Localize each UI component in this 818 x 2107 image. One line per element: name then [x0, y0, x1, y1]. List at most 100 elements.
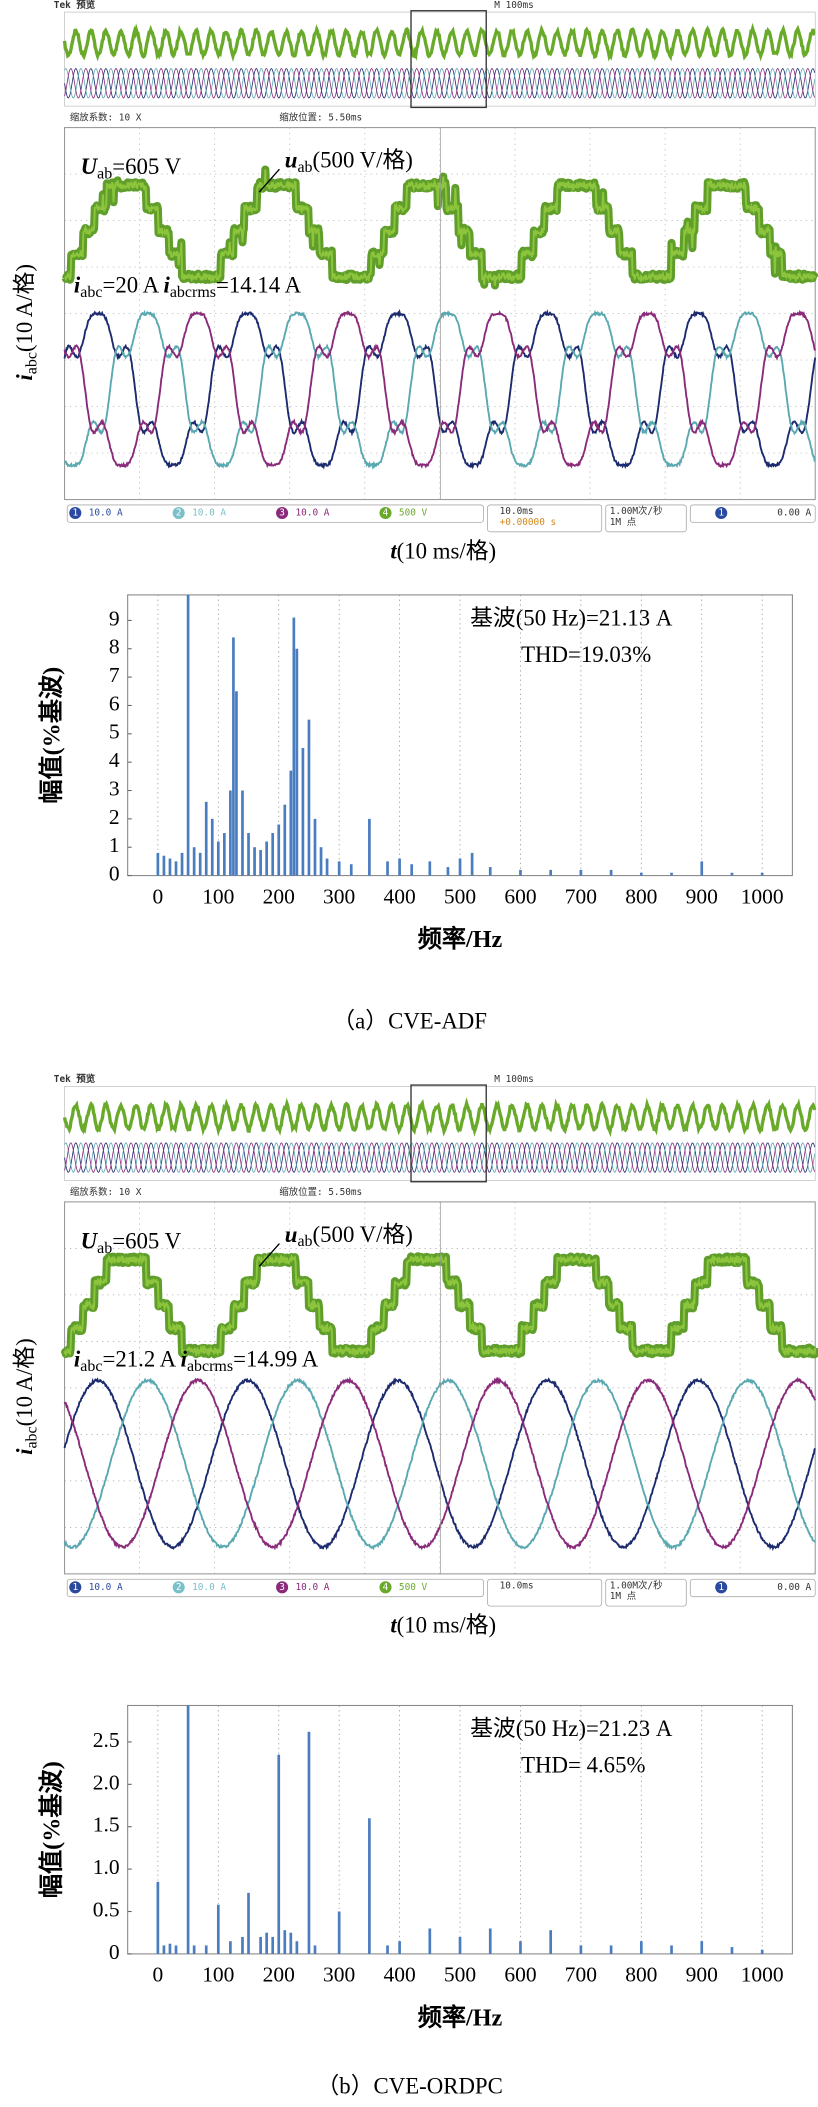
- bar: [241, 790, 244, 876]
- bar: [223, 833, 226, 876]
- x-tick-label: 500: [444, 884, 476, 908]
- channel-badge: [69, 506, 82, 520]
- bar: [283, 1930, 287, 1954]
- channel-number: 3: [279, 507, 285, 518]
- current-waveform: [63, 1376, 817, 1551]
- x-tick-label: 200: [263, 884, 295, 908]
- trigger-level: 0.00 A: [777, 507, 811, 518]
- trigger-channel: 1: [718, 507, 724, 518]
- x-axis-label: 频率/Hz: [418, 925, 503, 953]
- x-tick-label: 200: [263, 1963, 295, 1987]
- current-label: iabc=20 A iabcrms=14.14 A: [74, 273, 302, 301]
- annotation: 基波(50 Hz)=21.13 A: [470, 606, 673, 631]
- bar: [398, 1941, 401, 1954]
- bar: [174, 861, 178, 876]
- bar: [349, 864, 353, 876]
- x-axis-label: t(10 ms/格): [390, 1613, 496, 1638]
- subscript: ab: [297, 159, 312, 176]
- current-waveform: [63, 309, 817, 469]
- channel-number: 2: [176, 507, 182, 518]
- bar: [458, 858, 462, 876]
- bar: [313, 818, 317, 876]
- y-tick-label: 4: [109, 748, 120, 772]
- bar: [265, 841, 268, 876]
- x-tick-label: 600: [504, 1963, 536, 1987]
- bar: [277, 824, 281, 876]
- bar: [319, 847, 323, 876]
- plot-frame: [127, 1704, 793, 1955]
- x-tick-label: 0: [153, 884, 164, 908]
- zoom-window: [410, 1084, 487, 1183]
- bar: [386, 1945, 389, 1954]
- overview-current: [64, 1142, 816, 1173]
- current-waveform: [63, 309, 816, 470]
- channel-badge: [379, 506, 392, 520]
- bar: [730, 1947, 734, 1954]
- bar: [313, 1945, 317, 1954]
- bar: [162, 1945, 166, 1954]
- record-length: 1M 点: [610, 517, 636, 528]
- current-waveform: [63, 1377, 816, 1552]
- x-tick-label: 400: [383, 884, 415, 908]
- bar: [186, 1705, 190, 1954]
- x-tick-label: 100: [202, 1963, 234, 1987]
- y-tick-label: 0.5: [93, 1897, 120, 1921]
- subscript: ab: [97, 1240, 112, 1257]
- symbol: U: [81, 154, 99, 179]
- x-tick-label: 0: [153, 1963, 164, 1987]
- overview-current: [64, 1142, 816, 1173]
- y-tick-label: 1.5: [93, 1813, 120, 1837]
- subscript: abc: [23, 352, 40, 374]
- status-box: [487, 504, 603, 533]
- symbol: u: [285, 148, 298, 173]
- y-tick-label: 0: [109, 1940, 120, 1964]
- subscript: ab: [97, 165, 112, 182]
- bar: [247, 833, 250, 876]
- bar: [292, 617, 296, 876]
- symbol: u: [285, 1222, 298, 1247]
- bar: [259, 850, 262, 876]
- y-tick-label: 6: [109, 691, 120, 715]
- trigger-channel: 1: [718, 1582, 724, 1593]
- symbol: i: [74, 1347, 81, 1372]
- zoom-position: 缩放位置: 5.50ms: [279, 112, 362, 124]
- annotation: THD=19.03%: [521, 642, 651, 667]
- zoom-factor: 缩放系数: 10 X: [70, 1186, 142, 1198]
- text: =20 A: [102, 273, 163, 298]
- y-tick-label: 5: [109, 720, 120, 744]
- status-box: [689, 1578, 816, 1598]
- current-label: iabc=21.2 A iabcrms=14.99 A: [74, 1347, 319, 1375]
- bar: [368, 1818, 371, 1954]
- bar: [168, 1943, 172, 1954]
- x-tick-label: 1000: [741, 1963, 784, 1987]
- time-scale: 10.0ms: [500, 506, 534, 517]
- bar: [289, 770, 293, 876]
- bar: [229, 1941, 232, 1954]
- subscript: abc: [80, 1358, 102, 1375]
- y-tick-label: 1.0: [93, 1855, 120, 1879]
- sample-rate: 1.00M次/秒: [610, 505, 663, 517]
- channel-number: 2: [176, 1582, 182, 1593]
- bar: [700, 1941, 704, 1954]
- bar: [398, 858, 401, 876]
- bars: [156, 594, 764, 876]
- x-tick-label: 900: [686, 1963, 718, 1987]
- symbol: t: [390, 539, 397, 564]
- plot-frame: [127, 594, 793, 877]
- scope-timebase: M 100ms: [494, 0, 534, 11]
- subscript: abc: [23, 1426, 40, 1448]
- zoom-factor: 缩放系数: 10 X: [70, 112, 142, 124]
- text: (10 A/格): [12, 264, 37, 352]
- status-box: [605, 1578, 687, 1607]
- bar: [519, 1941, 522, 1954]
- x-tick-label: 300: [323, 884, 355, 908]
- scope-timebase: M 100ms: [494, 1074, 534, 1085]
- symbol: i: [164, 273, 171, 298]
- bar: [639, 872, 643, 876]
- channel-scale: 10.0 A: [89, 1582, 123, 1593]
- channel-badge: [172, 506, 185, 520]
- overview-current: [64, 67, 816, 99]
- trigger-position: +0.00000 s: [500, 517, 557, 528]
- y-tick-label: 2.5: [93, 1728, 120, 1752]
